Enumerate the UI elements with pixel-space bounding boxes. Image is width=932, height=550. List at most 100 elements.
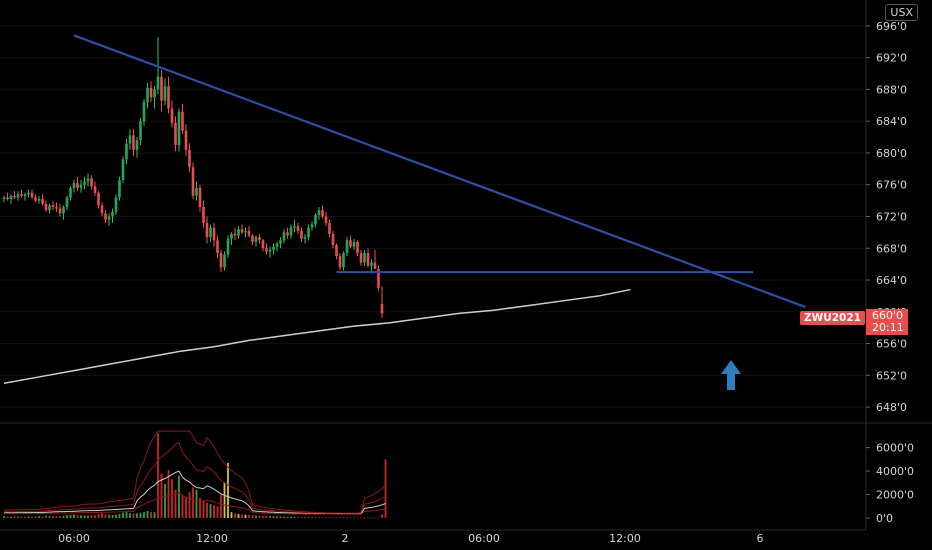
volume-bar: [384, 459, 387, 518]
volume-bar: [374, 517, 376, 519]
volume-axis[interactable]: 6000'0 4000'0 2000'0 0'0: [866, 442, 914, 525]
volume-bar: [206, 502, 208, 518]
candle-body: [48, 205, 51, 211]
volume-bar: [97, 513, 100, 518]
candle-body: [373, 262, 377, 269]
volume-bar: [328, 517, 331, 519]
volume-bar: [136, 513, 138, 518]
candle-body: [177, 111, 181, 146]
volume-bar: [111, 514, 114, 518]
last-price-tag: 660'0 20:11: [866, 309, 908, 335]
volume-bar: [293, 516, 296, 518]
candle-body: [142, 102, 146, 122]
candle-body: [9, 195, 13, 200]
candle-body: [359, 253, 363, 263]
candle-body: [65, 197, 69, 207]
volume-bar: [83, 515, 86, 518]
volume-tick-label: 4000'0: [876, 465, 914, 478]
volume-bar: [108, 514, 110, 518]
volume-bar: [300, 517, 303, 518]
candle-body: [174, 122, 177, 146]
price-tick-label: 688'0: [876, 83, 907, 96]
candles-layer: [2, 37, 384, 319]
volume-bar: [164, 483, 166, 518]
candle-body: [345, 240, 349, 254]
candle-body: [2, 197, 6, 200]
candle-body: [163, 86, 167, 101]
volume-bar: [367, 517, 369, 519]
candle-body: [114, 197, 118, 212]
candle-body: [303, 237, 307, 239]
candle-body: [44, 203, 48, 211]
volume-bar: [241, 514, 243, 518]
candle-body: [282, 232, 286, 241]
candle-body: [275, 243, 279, 247]
candle-body: [209, 227, 212, 238]
time-axis[interactable]: 06:00 12:00 2 06:00 12:00 6: [58, 532, 763, 545]
price-tick-label: 680'0: [876, 147, 907, 160]
trendline-drawings[interactable]: [73, 34, 806, 309]
volume-bar: [314, 517, 317, 519]
candle-body: [310, 224, 314, 228]
candle-body: [331, 233, 335, 246]
candle-body: [41, 199, 44, 204]
candle-body: [139, 121, 142, 141]
candle-body: [107, 216, 111, 220]
currency-unit-button[interactable]: USX: [885, 4, 918, 21]
candle-body: [30, 192, 34, 198]
candle-body: [93, 186, 97, 193]
candle-body: [170, 108, 174, 123]
candle-body: [321, 210, 324, 217]
volume-bar: [41, 516, 44, 518]
volume-bar: [265, 516, 268, 518]
volume-bar: [255, 515, 257, 518]
candle-body: [335, 245, 338, 257]
volume-bar: [381, 514, 383, 518]
candle-body: [216, 240, 219, 254]
candle-body: [237, 229, 240, 236]
volume-bar: [76, 515, 79, 518]
candle-body: [135, 140, 139, 150]
candle-body: [258, 237, 261, 241]
candle-body: [90, 178, 93, 187]
candle-body: [121, 159, 125, 180]
volume-average-line: [4, 470, 386, 515]
candle-body: [181, 111, 184, 131]
candle-body: [20, 194, 23, 196]
moving-average-path: [3, 288, 631, 385]
candle-body: [254, 237, 258, 242]
candle-body: [268, 249, 272, 252]
candle-body: [244, 230, 247, 233]
candle-body: [317, 210, 321, 215]
volume-bar: [216, 506, 219, 518]
volume-bar: [346, 517, 348, 519]
volume-upper-band: [4, 430, 386, 514]
candle-body: [380, 303, 384, 314]
candle-body: [132, 135, 135, 150]
volume-bar: [286, 516, 289, 518]
price-axis[interactable]: 696'0 692'0 688'0 684'0 680'0 676'0 672'0 668'0…: [866, 20, 907, 414]
candle-body: [69, 187, 72, 198]
volume-bar: [192, 487, 194, 518]
candle-body: [338, 256, 342, 268]
volume-bar: [160, 473, 163, 518]
volume-bar: [139, 512, 142, 518]
candle-body: [293, 226, 296, 228]
candle-body: [342, 253, 345, 268]
time-tick-label: 06:00: [58, 532, 90, 545]
candle-body: [149, 87, 153, 98]
candle-body: [79, 184, 83, 188]
candle-body: [247, 230, 251, 236]
volume-bar: [272, 516, 275, 518]
candle-body: [265, 248, 268, 252]
candle-body: [111, 211, 114, 217]
volume-envelope-lines: [4, 430, 386, 515]
volume-bar: [244, 514, 247, 518]
volume-bar: [356, 517, 359, 519]
volume-bar: [342, 517, 345, 519]
volume-bar: [45, 515, 47, 518]
volume-bar: [199, 498, 201, 518]
price-tick-label: 676'0: [876, 179, 907, 192]
volume-bar: [115, 514, 117, 518]
